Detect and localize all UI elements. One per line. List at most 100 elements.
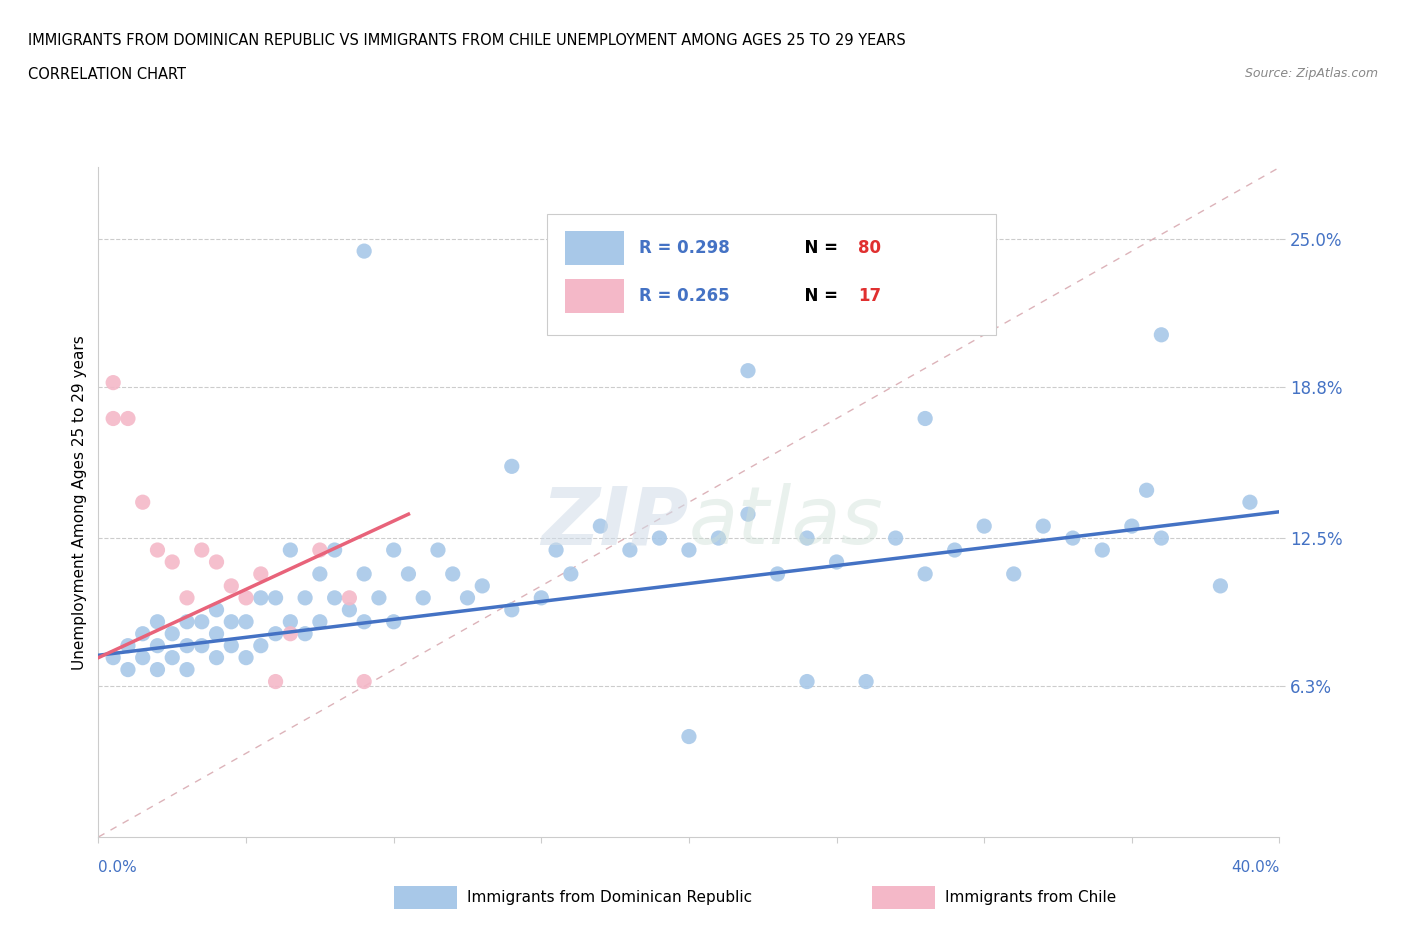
Point [191, 615, 214, 630]
Point [914, 566, 936, 581]
Point [309, 542, 332, 557]
Point [132, 626, 155, 641]
Text: Immigrants from Chile: Immigrants from Chile [945, 890, 1116, 905]
Point [146, 615, 169, 630]
Point [337, 591, 360, 605]
Point [294, 591, 316, 605]
Point [1150, 327, 1173, 342]
Point [146, 662, 169, 677]
Point [146, 542, 169, 557]
Point [278, 626, 302, 641]
Point [884, 531, 907, 546]
Text: Source: ZipAtlas.com: Source: ZipAtlas.com [1244, 67, 1378, 80]
Point [103, 375, 125, 390]
Text: ZIP: ZIP [541, 484, 689, 562]
Point [264, 591, 287, 605]
Point [309, 615, 332, 630]
Point [796, 674, 818, 689]
Point [353, 674, 375, 689]
Point [103, 411, 125, 426]
Point [117, 638, 139, 653]
Point [796, 531, 818, 546]
Point [914, 411, 936, 426]
Y-axis label: Unemployment Among Ages 25 to 29 years: Unemployment Among Ages 25 to 29 years [72, 335, 87, 670]
Point [707, 531, 730, 546]
Text: 40.0%: 40.0% [1232, 860, 1279, 875]
Point [1121, 519, 1143, 534]
Point [235, 615, 257, 630]
Bar [565, 279, 624, 313]
Point [191, 638, 214, 653]
Point [250, 591, 273, 605]
Point [1062, 531, 1084, 546]
Point [648, 531, 671, 546]
Point [117, 411, 139, 426]
Point [1239, 495, 1261, 510]
Text: 0.0%: 0.0% [98, 860, 138, 875]
Point [1209, 578, 1232, 593]
Point [530, 591, 553, 605]
Point [678, 729, 700, 744]
Text: CORRELATION CHART: CORRELATION CHART [28, 67, 186, 82]
Text: N =: N = [793, 287, 844, 305]
Point [412, 591, 434, 605]
Text: R = 0.298: R = 0.298 [640, 239, 730, 257]
Point [162, 554, 183, 569]
Point [427, 542, 450, 557]
Point [353, 615, 375, 630]
Point [441, 566, 464, 581]
Point [162, 650, 183, 665]
Point [323, 542, 346, 557]
Point [176, 638, 198, 653]
Point [264, 674, 287, 689]
Point [176, 615, 198, 630]
Point [219, 638, 242, 653]
Point [943, 542, 966, 557]
Point [501, 603, 523, 618]
Point [544, 542, 567, 557]
Point [132, 495, 155, 510]
Text: Immigrants from Dominican Republic: Immigrants from Dominican Republic [467, 890, 752, 905]
Point [337, 603, 360, 618]
Text: atlas: atlas [689, 484, 884, 562]
Point [678, 542, 700, 557]
Point [117, 662, 139, 677]
FancyBboxPatch shape [547, 214, 995, 335]
Point [855, 674, 877, 689]
Point [278, 615, 302, 630]
Point [501, 458, 523, 473]
Point [235, 650, 257, 665]
Point [309, 566, 332, 581]
Point [396, 566, 419, 581]
Bar [565, 232, 624, 265]
Point [219, 578, 242, 593]
Point [737, 507, 759, 522]
Point [250, 566, 273, 581]
Point [1150, 531, 1173, 546]
Point [176, 591, 198, 605]
Point [162, 626, 183, 641]
Text: R = 0.265: R = 0.265 [640, 287, 730, 305]
Point [382, 542, 405, 557]
Point [323, 591, 346, 605]
Point [1135, 483, 1157, 498]
Point [619, 542, 641, 557]
Text: 17: 17 [858, 287, 882, 305]
Point [278, 542, 302, 557]
Point [353, 566, 375, 581]
Point [1032, 519, 1054, 534]
Point [250, 638, 273, 653]
Point [766, 566, 789, 581]
Point [368, 591, 391, 605]
Point [205, 554, 228, 569]
Text: N =: N = [793, 239, 844, 257]
Point [589, 519, 612, 534]
Point [471, 578, 494, 593]
Point [294, 626, 316, 641]
Point [205, 603, 228, 618]
Point [264, 626, 287, 641]
Point [219, 615, 242, 630]
Point [353, 244, 375, 259]
Point [205, 650, 228, 665]
Point [456, 591, 478, 605]
